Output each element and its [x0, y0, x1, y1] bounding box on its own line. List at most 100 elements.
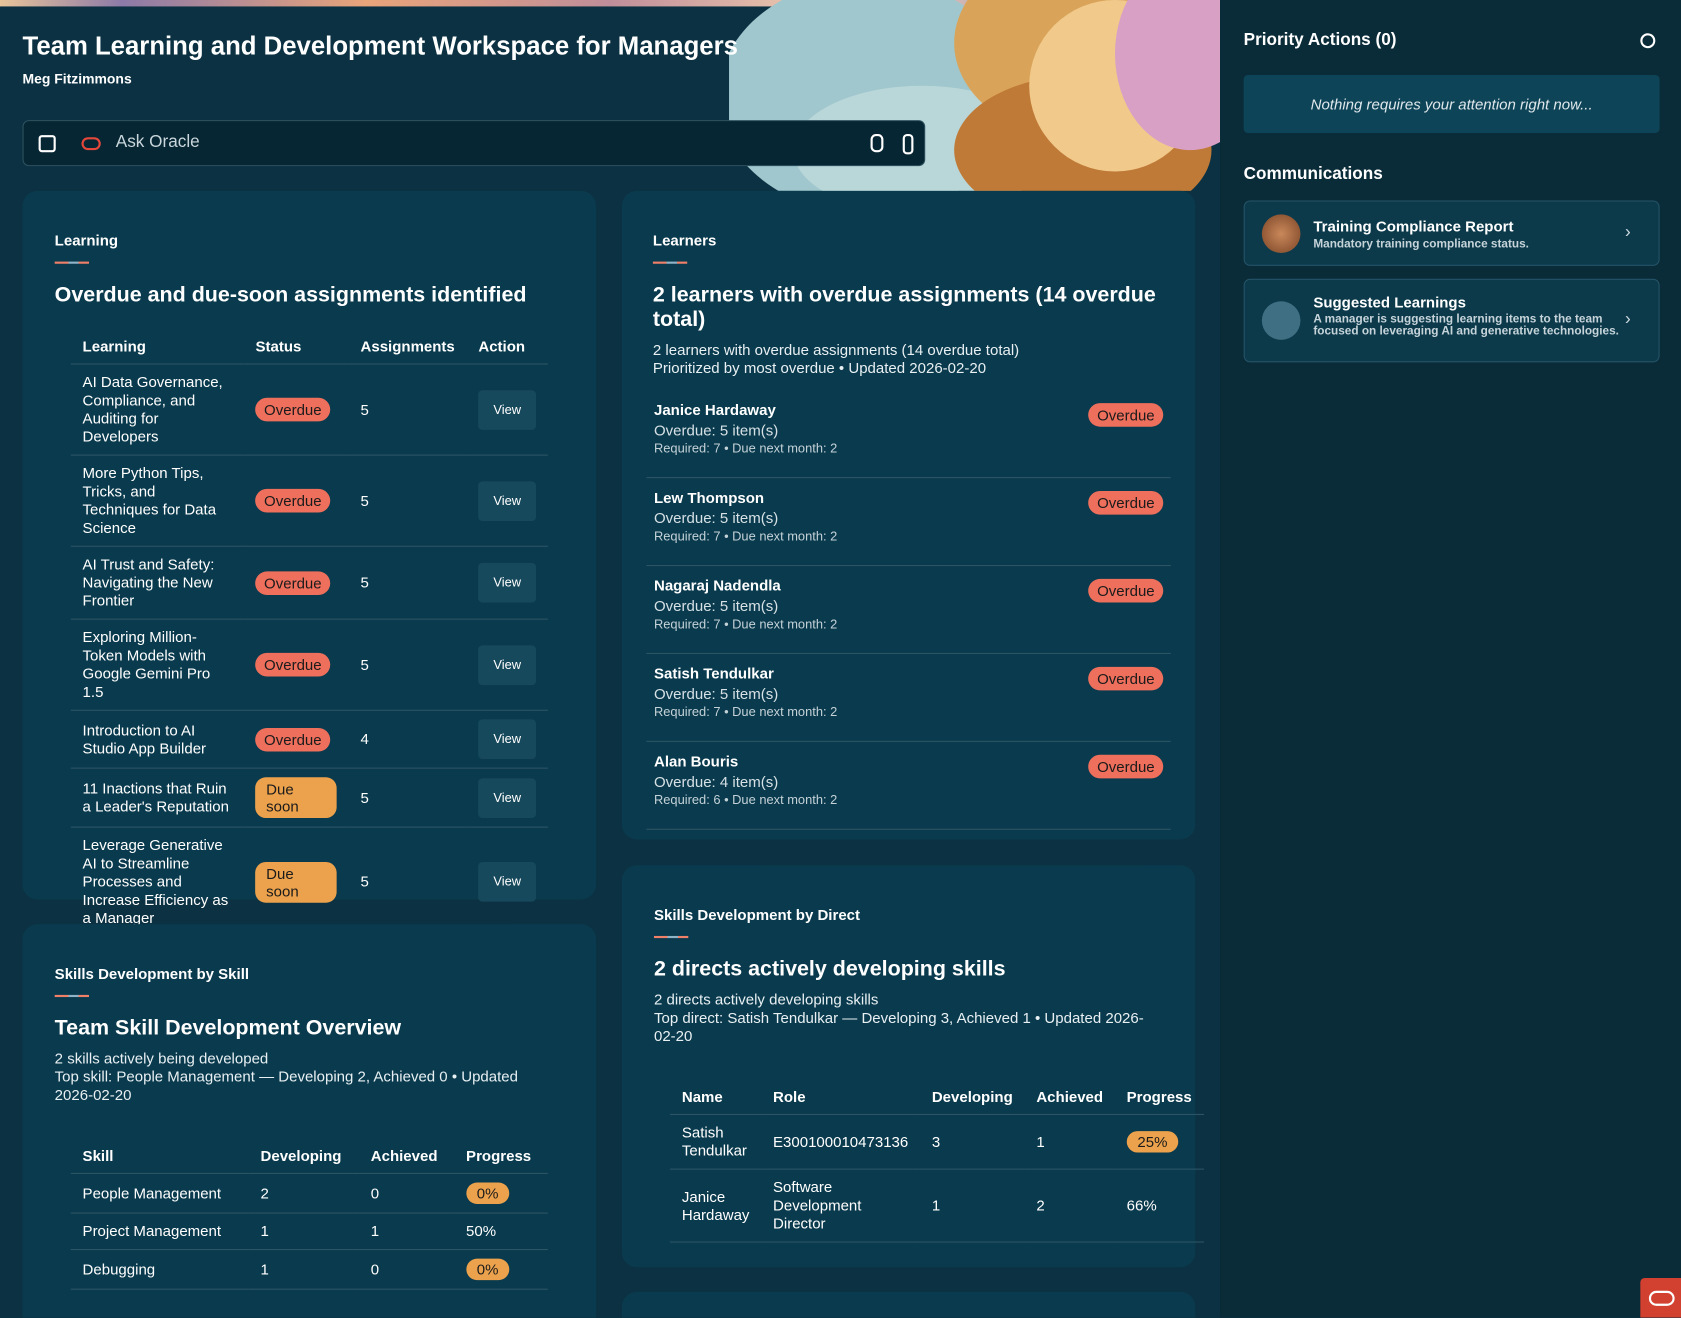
learner-detail: Required: 7 • Due next month: 2 [653, 440, 838, 456]
progress-cell: 25% [1114, 1114, 1204, 1170]
card-note: Prioritized by most overdue • Updated 20… [652, 359, 987, 377]
achieved-count: 1 [358, 1213, 455, 1251]
assignment-count: 5 [348, 619, 467, 711]
skills-by-direct-card: Skills Development by Direct 2 directs a… [621, 865, 1204, 1268]
status-badge: Overdue [1088, 491, 1164, 515]
search-placeholder[interactable]: Ask Oracle [115, 132, 200, 152]
assignment-count: 5 [348, 546, 467, 620]
status-cell: Overdue [243, 710, 349, 769]
status-badge: Due soon [255, 777, 337, 819]
card-summary: 2 learners with overdue assignments (14 … [652, 340, 1020, 359]
view-button[interactable]: View [478, 562, 537, 603]
status-cell: Overdue [243, 546, 349, 620]
table-row: Satish Tendulkar E300100010473136 3 1 25% [670, 1114, 1204, 1170]
learner-detail: Required: 6 • Due next month: 2 [653, 792, 838, 808]
oracle-assistant[interactable] [1640, 1277, 1681, 1318]
status-badge: Due soon [255, 861, 337, 903]
developing-count: 3 [920, 1114, 1025, 1170]
view-button[interactable]: View [478, 719, 537, 760]
view-button[interactable]: View [478, 777, 537, 818]
achieved-count: 0 [358, 1173, 455, 1214]
learner-name: Janice Hardaway [653, 400, 776, 419]
table-row: More Python Tips, Tricks, and Techniques… [70, 455, 548, 547]
ask-oracle-bar[interactable]: Ask Oracle [22, 120, 926, 167]
card-label: Skills Development by Skill [54, 964, 250, 983]
table-row: AI Trust and Safety: Navigating the New … [70, 546, 548, 620]
action-cell: View [466, 710, 548, 769]
chevron[interactable]: › [1624, 222, 1631, 242]
banner-stripe [0, 0, 1221, 7]
learner-overdue: Overdue: 5 item(s) [653, 509, 779, 527]
learner-item: Janice Hardaway Overdue: 5 item(s) Require… [646, 390, 1171, 479]
attach-icon[interactable] [902, 134, 914, 155]
view-button[interactable]: View [478, 480, 537, 521]
learning-title: Introduction to AI Studio App Builder [70, 710, 244, 769]
assignment-count: 5 [348, 363, 467, 456]
mic-icon[interactable] [870, 134, 884, 153]
learning-title: AI Data Governance, Compliance, and Audi… [70, 363, 244, 456]
card-summary: 2 skills actively being developed [54, 1049, 269, 1067]
column-header: Name [670, 1077, 762, 1115]
learning-title: More Python Tips, Tricks, and Techniques… [70, 455, 244, 547]
item-description: A manager is suggesting learning items t… [1313, 313, 1619, 338]
user-name: Meg Fitzimmons [22, 70, 132, 87]
status-cell: Overdue [243, 363, 349, 456]
assignment-count: 5 [348, 455, 467, 547]
item-icon [1261, 214, 1301, 254]
learning-title: Leverage Generative AI to Streamline Pro… [70, 827, 244, 938]
direct-name: Satish Tendulkar [670, 1114, 762, 1170]
progress-cell: 0% [454, 1249, 548, 1290]
theme-toggle[interactable] [1640, 33, 1656, 49]
view-button[interactable]: View [478, 644, 537, 685]
card-label: Learning [54, 231, 119, 249]
learner-item: Lew Thompson Overdue: 5 item(s) Required: … [646, 478, 1171, 567]
skill-name: Project Management [70, 1213, 249, 1251]
communication-item[interactable]: Suggested Learnings A manager is suggest… [1243, 278, 1660, 363]
status-badge: Overdue [255, 570, 331, 595]
achieved-count: 2 [1024, 1169, 1115, 1243]
section-title: Communications [1243, 165, 1383, 184]
action-cell: View [466, 827, 548, 938]
column-header: Progress [1114, 1077, 1204, 1115]
card-note: Top direct: Satish Tendulkar — Developin… [653, 1008, 1144, 1045]
card-note: Top skill: People Management — Developin… [54, 1067, 519, 1104]
progress-value: 25% [1126, 1131, 1179, 1153]
communication-item[interactable]: Training Compliance Report Mandatory tra… [1243, 200, 1660, 266]
learner-detail: Required: 7 • Due next month: 2 [653, 528, 838, 544]
learner-item: Satish Tendulkar Overdue: 5 item(s) Requir… [646, 654, 1171, 742]
item-title[interactable]: Suggested Learnings [1313, 293, 1466, 311]
learning-table: Learning Status Assignments Action AI Data … [70, 326, 548, 938]
learning-title: AI Trust and Safety: Navigating the New … [70, 546, 244, 620]
status-cell: Due soon [243, 768, 349, 828]
table-row: Janice Hardaway Software Development Dire… [670, 1169, 1204, 1243]
status-badge: Overdue [255, 397, 331, 422]
view-button[interactable]: View [478, 861, 537, 902]
action-cell: View [466, 768, 548, 828]
learner-item: Nagaraj Nadendla Overdue: 5 item(s) Requir… [646, 566, 1171, 654]
status-badge: Overdue [255, 652, 331, 677]
skill-name: Debugging [70, 1249, 249, 1290]
chevron[interactable]: › [1624, 309, 1631, 329]
column-header: Developing [248, 1136, 359, 1174]
status-cell: Overdue [243, 619, 349, 711]
column-header: Status [243, 326, 349, 365]
accent [653, 935, 689, 939]
learner-detail: Required: 7 • Due next month: 2 [653, 704, 838, 720]
view-button[interactable]: View [478, 389, 537, 430]
item-icon [1261, 301, 1301, 340]
column-header: Achieved [358, 1136, 455, 1174]
learning-card: Learning Overdue and due-soon assignment… [22, 190, 597, 938]
accent [54, 261, 89, 264]
learner-name: Nagaraj Nadendla [653, 576, 781, 594]
progress-cell: 0% [454, 1173, 548, 1214]
panel-icon[interactable] [38, 135, 56, 153]
item-title[interactable]: Training Compliance Report [1313, 217, 1514, 235]
table-row: Project Management 1 1 50% [70, 1213, 548, 1251]
table-row: Leverage Generative AI to Streamline Pro… [70, 827, 548, 938]
assignment-count: 4 [348, 710, 467, 769]
card-summary: 2 directs actively developing skills [653, 990, 879, 1008]
direct-role: E300100010473136 [761, 1114, 921, 1170]
assistant-icon[interactable] [1648, 1290, 1675, 1306]
